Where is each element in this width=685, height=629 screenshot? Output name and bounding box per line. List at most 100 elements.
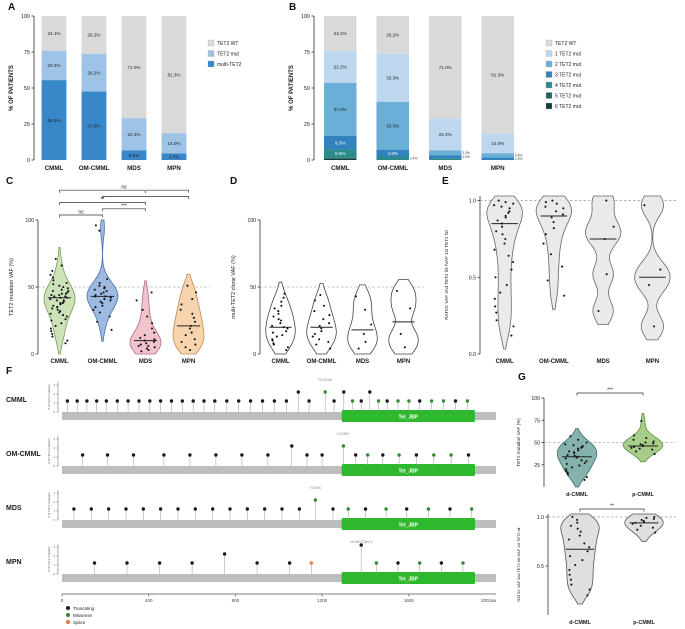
y-axis-label: multi-TET2 clone VAF (%)	[231, 255, 237, 319]
data-point	[501, 233, 504, 236]
bar-segment	[429, 155, 462, 159]
mutation-lollipop	[439, 561, 444, 565]
data-point	[58, 293, 61, 297]
mutation-lollipop	[359, 543, 363, 547]
data-point	[493, 248, 496, 251]
data-point	[504, 214, 507, 217]
x-tick-label: 1600	[404, 598, 415, 603]
mutation-lollipop	[188, 453, 192, 457]
mutation-lollipop	[405, 507, 409, 511]
mutation-lollipop	[105, 453, 110, 457]
y-tick-label: 100	[531, 396, 540, 402]
mutation-lollipop	[89, 507, 94, 511]
segment-value-label: 24.1%	[334, 31, 347, 36]
data-point	[54, 324, 57, 327]
data-point	[180, 340, 183, 343]
y-tick-label: 0	[253, 352, 256, 358]
mutation-lollipop	[255, 561, 259, 565]
x-category-label: MPN	[491, 165, 505, 172]
bar-segment	[121, 118, 147, 151]
data-point	[189, 324, 192, 327]
data-point	[409, 307, 412, 310]
bar-segment	[376, 149, 409, 157]
data-point	[145, 347, 148, 350]
violin	[535, 195, 573, 310]
mutation-lollipop	[396, 399, 400, 403]
data-point	[186, 284, 189, 287]
bar-segment	[81, 16, 107, 54]
violin	[86, 219, 119, 342]
data-point	[51, 307, 54, 310]
data-point	[184, 346, 187, 349]
segment-value-label: 22.4%	[127, 132, 140, 137]
mutation-lollipop	[309, 561, 313, 565]
data-point	[638, 447, 641, 450]
track-y-tick: 0	[53, 518, 55, 522]
data-point	[370, 323, 373, 326]
mutation-lollipop	[354, 453, 358, 457]
legend-swatch	[545, 102, 553, 110]
data-point	[354, 295, 358, 298]
data-point	[64, 318, 67, 321]
data-point	[51, 335, 54, 338]
data-point	[640, 518, 643, 521]
panel-d-violin-chart: 0 50 100 multi-TET2 clone VAF (%) CMML OM-CMM…	[231, 218, 424, 365]
data-point	[58, 284, 61, 287]
mutation-lollipop	[72, 507, 76, 511]
data-point	[320, 330, 323, 333]
y-axis-label: % OF PATIENTS	[9, 65, 15, 111]
violin	[560, 513, 600, 605]
data-point	[652, 442, 655, 445]
data-point	[612, 225, 615, 228]
bar-segment	[376, 53, 409, 102]
bar-segment	[41, 16, 67, 51]
bar-segment	[324, 157, 357, 159]
y-tick-label: 25	[534, 463, 540, 469]
data-point	[542, 242, 545, 245]
x-category-label: OM-CMML	[539, 359, 569, 365]
mutation-lollipop	[169, 399, 174, 403]
data-point	[100, 292, 103, 295]
data-point	[573, 454, 576, 457]
mutation-lollipop	[332, 399, 336, 403]
x-category-label: CMML	[51, 359, 69, 365]
panel-e-violin-chart: 0.0 0.5 1.0 RATIO: VAF 2nd TET2 hit /VAF 1s…	[444, 195, 677, 365]
track-name: MDS	[6, 505, 22, 512]
data-point	[272, 315, 275, 318]
data-point	[510, 268, 513, 271]
mutation-lollipop	[341, 444, 346, 448]
data-point	[49, 298, 52, 301]
data-point	[143, 334, 146, 337]
data-point	[56, 308, 59, 311]
mutation-lollipop	[158, 399, 163, 403]
mutation-lollipop	[162, 453, 166, 457]
bar-segment	[161, 16, 187, 134]
bar-segment	[324, 16, 357, 51]
data-point	[652, 517, 655, 520]
x-category-label: OM-CMML	[88, 359, 118, 365]
track-y-tick: 3	[53, 437, 55, 441]
data-point	[577, 438, 580, 441]
data-point	[179, 308, 182, 311]
data-point	[283, 292, 286, 295]
mutation-lollipop	[287, 561, 292, 565]
mutation-lollipop	[323, 390, 327, 394]
data-point	[140, 350, 143, 353]
panel-b-label: B	[289, 2, 297, 13]
mutation-lollipop	[237, 399, 241, 403]
data-point	[578, 464, 581, 467]
mutation-lollipop	[280, 507, 284, 511]
data-point	[504, 201, 507, 204]
y-tick-label: 0	[31, 352, 34, 358]
track-y-label: # of TET2 mutation	[47, 438, 51, 464]
track-y-tick: 3	[53, 545, 55, 549]
mutation-lollipop	[272, 399, 277, 403]
y-axis-label: TET2 mutation VAF (%)	[516, 418, 521, 467]
panel-e-label: E	[442, 176, 449, 187]
data-point	[633, 445, 636, 449]
mutation-lollipop	[432, 453, 436, 457]
mutation-lollipop	[65, 399, 70, 403]
bar-segment	[481, 153, 514, 158]
data-point	[569, 524, 572, 527]
